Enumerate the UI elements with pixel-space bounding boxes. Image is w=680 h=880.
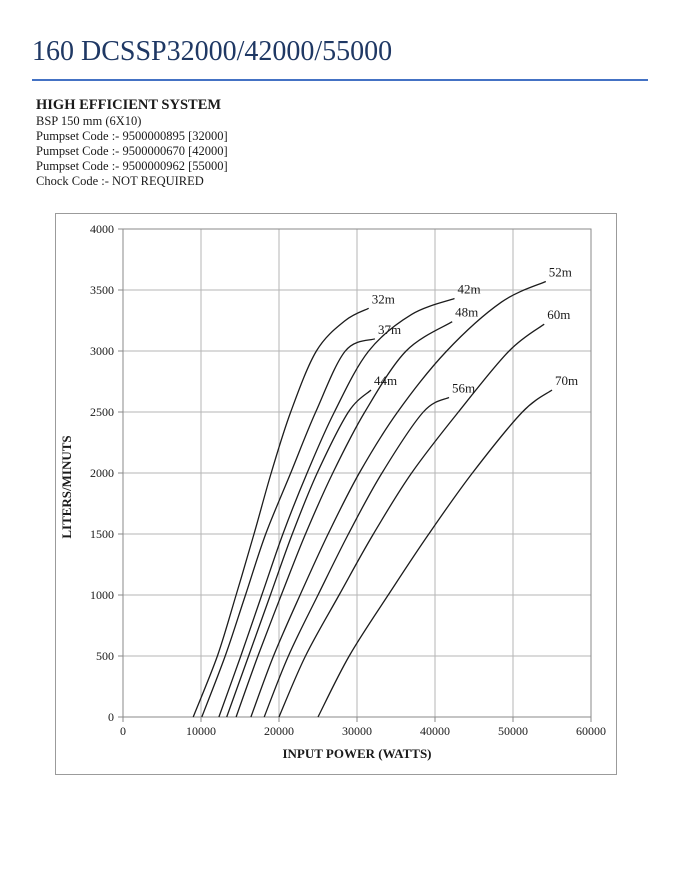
x-axis-title: INPUT POWER (WATTS) bbox=[282, 746, 431, 761]
curve-label-70m: 70m bbox=[555, 373, 578, 388]
x-tick-label: 10000 bbox=[186, 724, 216, 738]
spec-line-pumpset-code-32000: Pumpset Code :- 9500000895 [32000] bbox=[36, 129, 228, 143]
y-tick-label: 3000 bbox=[90, 344, 114, 358]
y-tick-label: 1500 bbox=[90, 527, 114, 541]
curve-label-32m: 32m bbox=[372, 291, 395, 306]
x-tick-label: 60000 bbox=[576, 724, 606, 738]
spec-line-pumpset-code-42000: Pumpset Code :- 9500000670 [42000] bbox=[36, 144, 228, 158]
curve-48m bbox=[235, 321, 453, 718]
spec-block: HIGH EFFICIENT SYSTEM BSP 150 mm (6X10) … bbox=[36, 97, 228, 189]
x-tick-label: 20000 bbox=[264, 724, 294, 738]
curve-44m bbox=[226, 389, 372, 718]
curve-32m bbox=[192, 307, 369, 718]
y-tick-label: 2000 bbox=[90, 466, 114, 480]
title-underline bbox=[32, 79, 648, 81]
curve-37m bbox=[201, 338, 376, 718]
curve-label-44m: 44m bbox=[374, 373, 397, 388]
y-tick-label: 0 bbox=[108, 710, 114, 724]
curve-70m bbox=[317, 389, 553, 718]
spec-line-bsp: BSP 150 mm (6X10) bbox=[36, 114, 142, 128]
curve-60m bbox=[278, 323, 545, 718]
y-tick-label: 500 bbox=[96, 649, 114, 663]
y-axis-title: LITERS/MINUTS bbox=[59, 435, 74, 538]
spec-line-chock-code: Chock Code :- NOT REQUIRED bbox=[36, 174, 204, 188]
y-tick-label: 2500 bbox=[90, 405, 114, 419]
curve-label-42m: 42m bbox=[458, 282, 481, 297]
curve-42m bbox=[218, 297, 455, 718]
curve-label-56m: 56m bbox=[452, 380, 475, 395]
y-tick-label: 4000 bbox=[90, 222, 114, 236]
pump-curves-svg: 0 10000 20000 30000 40000 50000 60000 0 500 1000 1… bbox=[59, 222, 606, 761]
curve-label-52m: 52m bbox=[549, 264, 572, 279]
pump-curve-chart-panel: 0 10000 20000 30000 40000 50000 60000 0 500 1000 1… bbox=[55, 213, 617, 775]
y-tick-label: 1000 bbox=[90, 588, 114, 602]
y-tick-label: 3500 bbox=[90, 283, 114, 297]
spec-heading: HIGH EFFICIENT SYSTEM bbox=[36, 97, 222, 113]
spec-line-pumpset-code-55000: Pumpset Code :- 9500000962 [55000] bbox=[36, 159, 228, 173]
curve-52m bbox=[250, 280, 547, 718]
page-title: 160 DCSSP32000/42000/55000 bbox=[32, 36, 393, 67]
x-tick-label: 0 bbox=[120, 724, 126, 738]
curve-label-48m: 48m bbox=[455, 305, 478, 320]
curve-56m bbox=[263, 396, 450, 718]
x-tick-label: 30000 bbox=[342, 724, 372, 738]
x-tick-label: 40000 bbox=[420, 724, 450, 738]
curve-label-60m: 60m bbox=[547, 307, 570, 322]
x-tick-label: 50000 bbox=[498, 724, 528, 738]
